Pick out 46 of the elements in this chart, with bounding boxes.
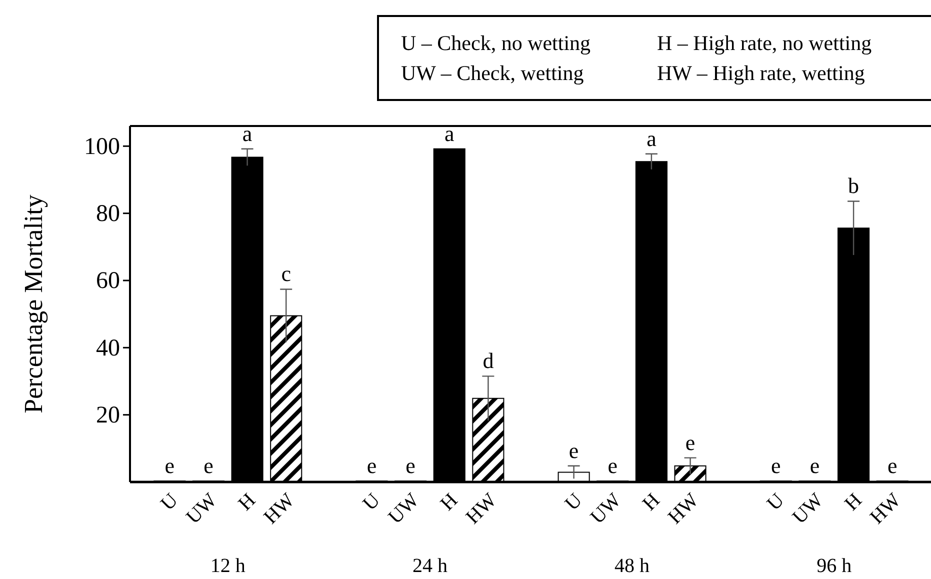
text: HW bbox=[866, 489, 906, 528]
y-tick-label: 80 bbox=[96, 201, 120, 227]
y-tick-label: 100 bbox=[84, 134, 120, 160]
text: HW – High rate, wetting bbox=[657, 61, 866, 85]
data-label: e bbox=[685, 430, 696, 455]
data-label: e bbox=[568, 438, 579, 463]
text: UW – Check, wetting bbox=[401, 61, 584, 85]
text: U bbox=[358, 489, 385, 516]
data-label: e bbox=[204, 452, 214, 478]
text: U bbox=[560, 489, 587, 516]
text: U bbox=[156, 488, 183, 516]
data-label: e bbox=[608, 452, 618, 478]
x-tick-label: 96 h bbox=[816, 555, 852, 577]
data-label: e bbox=[771, 452, 781, 478]
x-tick-label: 48 h bbox=[614, 555, 650, 577]
y-axis-title: Percentage Mortality bbox=[19, 194, 48, 414]
x-tick-label: 24 h bbox=[412, 555, 448, 577]
text: UW bbox=[586, 489, 626, 528]
y-tick-label: 60 bbox=[96, 268, 120, 294]
data-label: c bbox=[281, 261, 292, 286]
text: HW bbox=[462, 489, 501, 528]
text: H bbox=[234, 489, 260, 516]
text: UW bbox=[182, 489, 222, 528]
text: UW bbox=[788, 489, 828, 528]
text: H bbox=[840, 489, 866, 516]
data-label: a bbox=[646, 126, 657, 151]
y-tick-label: 40 bbox=[96, 335, 120, 362]
text: HW bbox=[664, 489, 704, 528]
text: U – Check, no wetting bbox=[401, 31, 592, 55]
text: H – High rate, no wetting bbox=[657, 31, 872, 55]
text: UW bbox=[384, 489, 424, 528]
text: HW bbox=[260, 489, 299, 528]
text: H bbox=[436, 489, 462, 516]
y-tick-label: 20 bbox=[96, 402, 120, 429]
data-label: b bbox=[848, 173, 860, 198]
data-label: d bbox=[482, 348, 494, 374]
data-label: e bbox=[366, 452, 377, 478]
data-label: a bbox=[242, 120, 252, 146]
data-label: a bbox=[444, 120, 454, 146]
data-label: e bbox=[810, 452, 820, 478]
text: U bbox=[762, 489, 789, 516]
data-label: e bbox=[164, 452, 175, 478]
data-label: e bbox=[887, 452, 898, 478]
text: H bbox=[638, 489, 664, 516]
data-label: e bbox=[406, 452, 416, 478]
x-tick-label: 12 h bbox=[210, 555, 246, 577]
